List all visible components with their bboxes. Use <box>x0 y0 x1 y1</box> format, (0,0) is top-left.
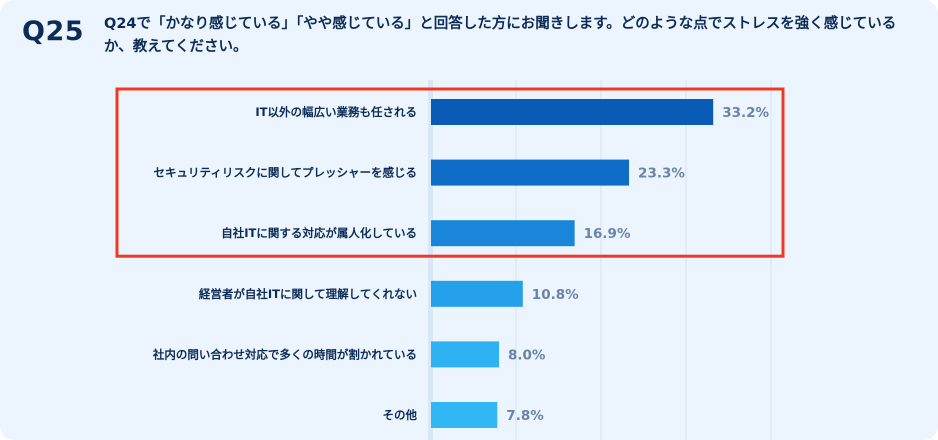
value-label: 16.9% <box>584 226 631 242</box>
category-label: 社内の問い合わせ対応で多くの時間が割かれている <box>152 347 417 361</box>
bar <box>431 402 498 428</box>
value-label: 10.8% <box>532 287 579 303</box>
bar <box>431 280 523 307</box>
value-label: 7.8% <box>506 408 544 424</box>
value-label: 8.0% <box>508 347 546 363</box>
value-label: 23.3% <box>638 166 685 182</box>
category-label: 経営者が自社ITに関して理解してくれない <box>199 287 417 301</box>
bar <box>431 341 499 368</box>
highlight-box <box>115 87 785 258</box>
bar <box>431 159 630 186</box>
category-label: セキュリティリスクに関してプレッシャーを感じる <box>154 166 417 180</box>
category-label: その他 <box>383 408 418 422</box>
category-label: 自社ITに関する対応が属人化している <box>221 226 417 240</box>
y-axis-line <box>428 80 433 440</box>
question-number: Q25 <box>22 16 85 47</box>
value-label: 33.2% <box>722 105 769 121</box>
question-text: Q24で「かなり感じている」「やや感じている」と回答した方にお聞きします。どのよ… <box>104 16 897 55</box>
bar <box>431 99 714 125</box>
bar <box>431 220 575 247</box>
category-label: IT以外の幅広い業務も任される <box>255 105 417 119</box>
